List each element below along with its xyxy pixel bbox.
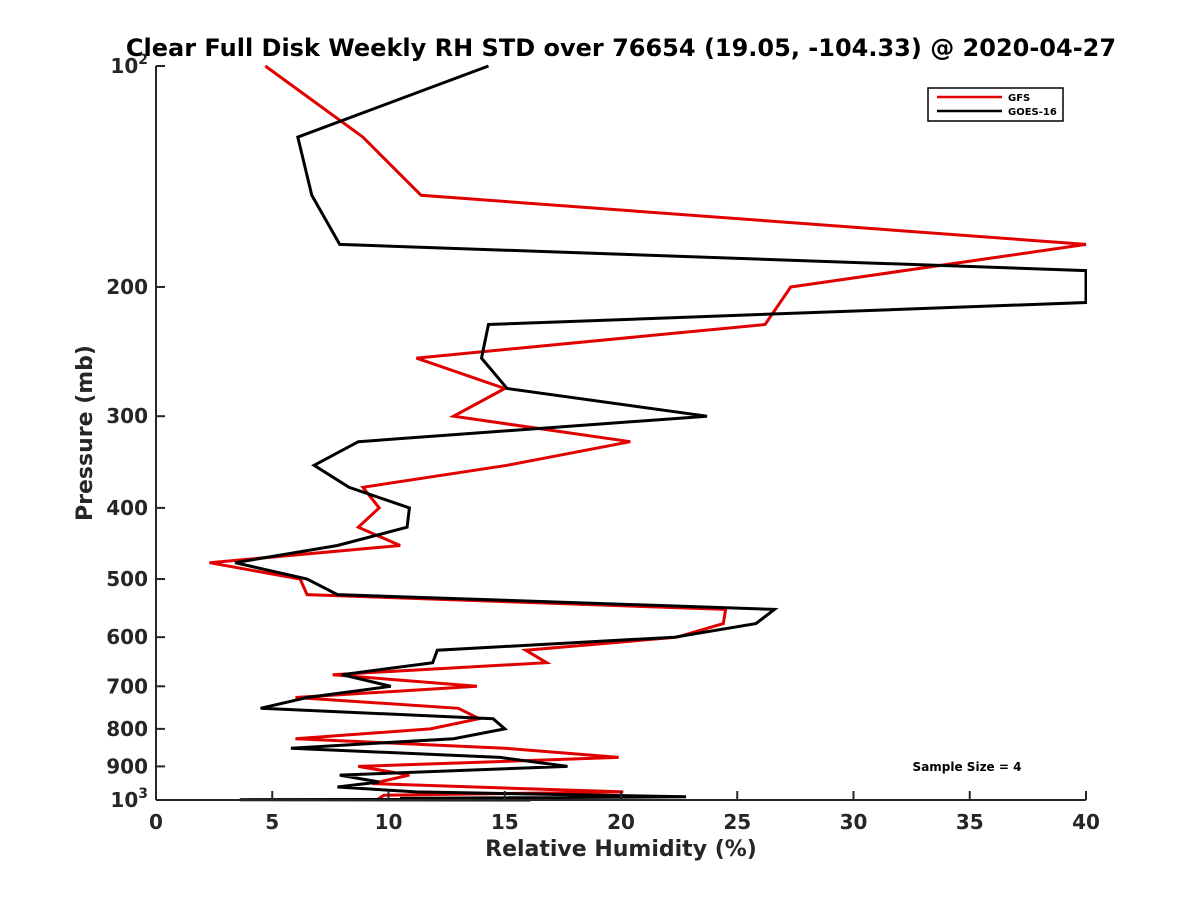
series-layer <box>209 64 1087 802</box>
x-tick-label: 5 <box>265 810 279 834</box>
x-tick-label: 30 <box>840 810 868 834</box>
y-tick-label: 900 <box>106 754 148 778</box>
y-tick-label: 600 <box>106 625 148 649</box>
x-axis-ticks: 0 5 10 15 20 25 30 35 40 <box>149 791 1100 834</box>
x-tick-label: 15 <box>491 810 519 834</box>
y-tick-label: 500 <box>106 567 148 591</box>
y-tick-label: 300 <box>106 404 148 428</box>
x-tick-label: 40 <box>1072 810 1100 834</box>
x-axis-label: Relative Humidity (%) <box>485 837 757 862</box>
y-tick-label: 103 <box>110 786 148 812</box>
legend-label-goes16: GOES-16 <box>1008 107 1057 118</box>
y-tick-label: 800 <box>106 717 148 741</box>
legend: GFS GOES-16 <box>927 87 1064 122</box>
series-line-goes16 <box>234 64 1087 802</box>
x-tick-label: 10 <box>375 810 403 834</box>
x-tick-label: 0 <box>149 810 163 834</box>
y-tick-label: 700 <box>106 674 148 698</box>
y-tick-label: 200 <box>106 275 148 299</box>
y-tick-label: 102 <box>110 52 148 78</box>
x-tick-label: 35 <box>956 810 984 834</box>
y-axis-ticks: 102 200 300 400 500 600 700 800 900 103 <box>106 52 165 812</box>
sample-size-annotation: Sample Size = 4 <box>913 760 1022 774</box>
legend-box <box>927 87 1064 122</box>
x-tick-label: 20 <box>607 810 635 834</box>
x-tick-label: 25 <box>723 810 751 834</box>
y-axis-label: Pressure (mb) <box>73 345 98 521</box>
series-line-gfs <box>209 64 1087 802</box>
y-tick-label: 400 <box>106 496 148 520</box>
plot-area <box>156 66 1086 800</box>
chart-title: Clear Full Disk Weekly RH STD over 76654… <box>126 34 1116 62</box>
legend-label-gfs: GFS <box>1008 93 1030 104</box>
